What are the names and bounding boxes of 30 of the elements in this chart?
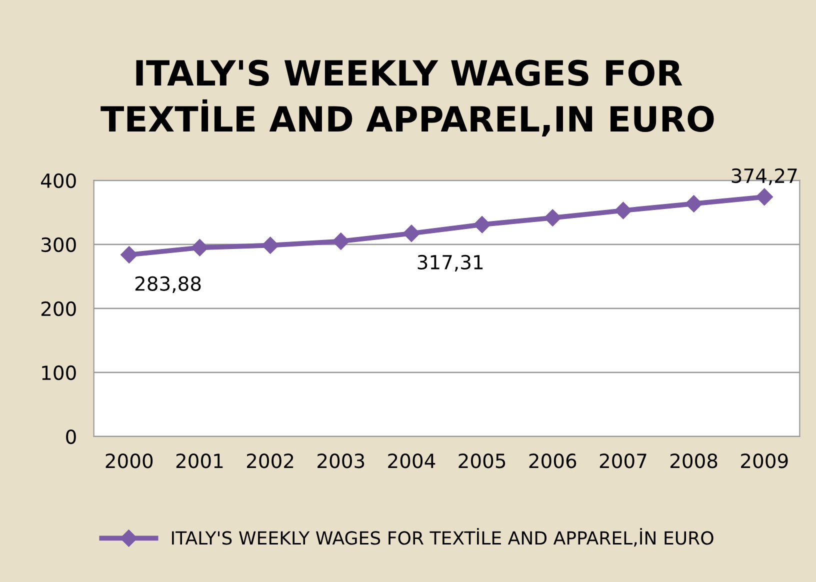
x-tick-label: 2002 [246,454,294,468]
y-tick-label: 0 [66,429,76,444]
chart-title: ITALY'S WEEKLY WAGES FOR TEXTİLE AND APPAREL,IN EURO [100,60,714,136]
x-tick-label: 2000 [106,454,153,468]
y-tick-label: 100 [42,365,76,380]
legend-label: ITALY'S WEEKLY WAGES FOR TEXTİLE AND APPAREL,İN EURO [172,528,714,547]
x-tick-label: 2006 [529,454,576,468]
point [474,216,491,234]
y-tick-label: 300 [42,237,76,252]
x-tick-label: 2001 [176,454,223,468]
data-label: 317,31 [418,254,483,272]
x-tick-label: 2004 [388,454,436,468]
point [685,195,702,212]
point [191,239,208,256]
point [402,224,420,242]
point [262,236,279,254]
x-tick-label: 2005 [458,454,506,468]
x-tick-label: 2008 [670,454,718,468]
data-label: 374,27 [732,168,797,186]
point [120,246,138,264]
x-tick-label: 2007 [600,454,646,468]
point [756,188,773,206]
point [332,232,350,250]
point [614,202,632,220]
point [544,209,562,226]
data-label: 283,88 [135,276,201,293]
y-tick-label: 200 [41,301,76,316]
x-tick-label: 2009 [741,454,788,468]
y-tick-label: 400 [41,173,76,188]
x-tick-label: 2003 [318,454,364,468]
